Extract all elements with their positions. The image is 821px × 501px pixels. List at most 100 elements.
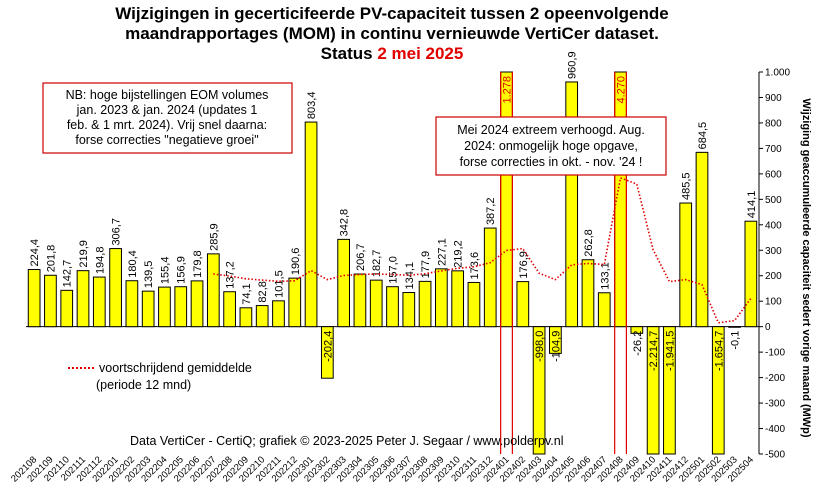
bar	[695, 151, 709, 328]
chart-title-status: Status	[321, 44, 378, 63]
chart-title-line2: maandrapportages (MOM) in continu vernie…	[125, 24, 659, 43]
bar	[27, 269, 41, 328]
bar	[369, 279, 383, 328]
bar	[532, 326, 546, 455]
legend-label: voortschrijdend gemiddelde	[99, 361, 252, 375]
bar-data-label: 803,4	[306, 92, 318, 120]
bar	[744, 220, 758, 328]
bar	[76, 270, 90, 328]
y-tick-label: 200	[765, 271, 782, 282]
bar-data-label: 142,7	[62, 260, 74, 288]
bar-data-label: 306,7	[111, 218, 123, 246]
bar-data-label: 219,2	[453, 240, 465, 268]
y-tick-label: 900	[765, 93, 782, 104]
legend: voortschrijdend gemiddelde (periode 12 m…	[68, 361, 252, 392]
bar	[467, 281, 481, 328]
bar	[646, 326, 660, 455]
y-tick-label: -200	[765, 373, 785, 384]
bar	[337, 238, 350, 328]
bar	[174, 286, 188, 328]
bar-data-label: -26,2	[632, 331, 644, 356]
bar	[206, 253, 220, 328]
bar-data-label: 387,2	[485, 198, 497, 226]
bar	[711, 326, 725, 455]
note2-line3: forse correcties in okt. - nov. '24 !	[460, 155, 643, 169]
bar-data-label: 684,5	[697, 122, 709, 150]
bar-data-label: 485,5	[681, 172, 693, 200]
bar	[60, 289, 74, 328]
bar-data-label: -1.654,7	[713, 331, 725, 371]
bar-data-label: 285,9	[208, 223, 220, 251]
bar	[125, 280, 139, 328]
bar-data-label: 219,9	[78, 240, 90, 268]
note2-line1: Mei 2024 extreem verhoogd. Aug.	[457, 123, 645, 137]
bar	[679, 202, 693, 328]
y-tick-label: 400	[765, 220, 782, 231]
y-tick-label: 0	[765, 322, 771, 333]
note1-line4: forse correcties "negatieve groei"	[75, 133, 258, 147]
bar-data-label: 224,4	[29, 239, 41, 267]
moving-average-line	[213, 176, 752, 324]
y-tick-label: 300	[765, 246, 782, 257]
bar-data-label: 342,8	[339, 209, 351, 237]
y-tick-label: -300	[765, 399, 785, 410]
bar	[190, 280, 204, 328]
note1-line3: feb. & 1 mrt. 2024). Vrij snel daarna:	[67, 118, 267, 132]
y-tick-label: 1.000	[765, 68, 790, 79]
bar	[435, 268, 448, 328]
y-tick-label: 500	[765, 195, 782, 206]
bar-data-label: 414,1	[746, 191, 758, 219]
bar-data-label: 194,8	[94, 247, 106, 275]
y-tick-label: 700	[765, 144, 782, 155]
bar-data-label: 180,4	[127, 250, 139, 278]
bar	[565, 81, 579, 328]
y-tick-label: 800	[765, 118, 782, 129]
bar-data-label: 190,6	[290, 248, 302, 276]
note2-line2: 2024: onmogelijk hoge opgave,	[464, 139, 638, 153]
bar-data-label: 206,7	[355, 243, 367, 271]
y-tick-label: -100	[765, 348, 785, 359]
y-tick-label: -400	[765, 424, 785, 435]
bar	[255, 305, 269, 328]
bar	[386, 286, 399, 328]
bar	[44, 274, 57, 328]
bar-data-label: -2.214,7	[648, 331, 660, 371]
note1-line1: NB: hoge bijstellingen EOM volumes	[66, 88, 269, 102]
bar	[304, 121, 318, 328]
bar	[288, 277, 302, 328]
legend-label-period: (periode 12 mnd)	[96, 378, 191, 392]
y-tick-label: 100	[765, 297, 782, 308]
plot-area: -500 -400 -300 -200 -100 0 100 200 300 400 500 600 7…	[9, 51, 790, 484]
bar	[353, 273, 367, 328]
bar	[483, 227, 497, 328]
bar-data-label: 133,1	[599, 262, 611, 290]
bar-data-label: 173,6	[469, 252, 481, 280]
bar-data-label: 177,9	[420, 251, 432, 279]
annotation-note-1: NB: hoge bijstellingen EOM volumes jan. …	[42, 82, 293, 154]
bar	[418, 280, 432, 328]
bar-data-label: 137,2	[225, 261, 237, 289]
chart-title-line3: Status 2 mei 2025	[321, 44, 464, 63]
bar-data-label: 262,8	[583, 229, 595, 257]
bar-data-label: 155,4	[159, 257, 171, 285]
y-tick-label: -500	[765, 450, 785, 461]
bar-data-label: 179,8	[192, 250, 204, 278]
bar-data-label: 74,1	[241, 283, 253, 304]
bar-data-label: 101,5	[273, 270, 285, 298]
bar-data-label: 960,9	[567, 51, 579, 79]
chart-title-line1: Wijzigingen in gecerticifeerde PV-capaci…	[115, 4, 668, 23]
bar	[581, 259, 595, 328]
bar-data-label: 1.278	[502, 76, 514, 104]
annotation-note-2: Mei 2024 extreem verhoogd. Aug. 2024: on…	[435, 116, 667, 176]
bar	[92, 276, 106, 328]
bar-data-label: 82,8	[257, 281, 269, 302]
bar	[516, 281, 530, 328]
bar-data-label: -0,1	[730, 331, 742, 350]
bar	[320, 326, 334, 379]
bar	[500, 71, 513, 328]
bar-data-label: 176,9	[518, 251, 530, 279]
bar	[402, 292, 416, 328]
bar	[239, 307, 253, 328]
bar-data-label: -104,9	[550, 331, 562, 362]
